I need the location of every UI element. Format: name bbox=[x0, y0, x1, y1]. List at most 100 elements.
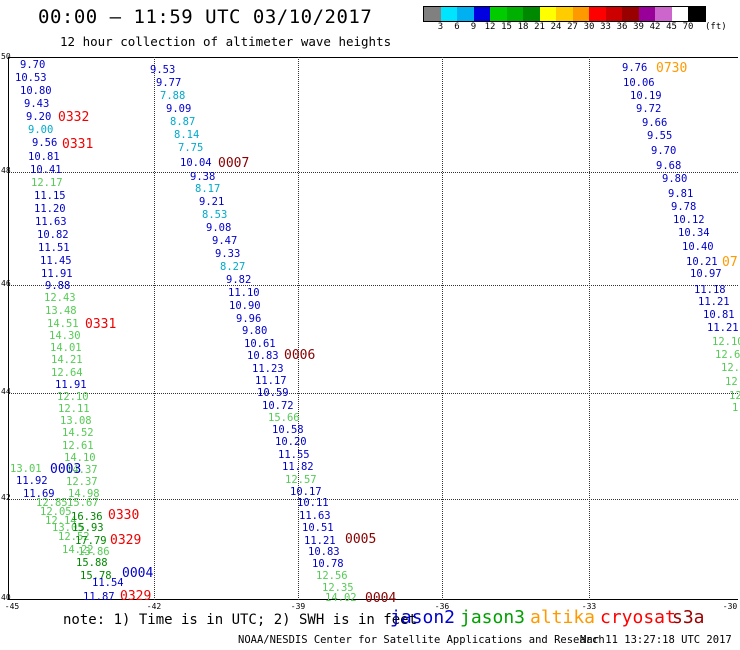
swh-value: 9.43 bbox=[24, 98, 50, 110]
colorbar-swatch bbox=[671, 7, 688, 21]
colorbar-tick-label: 21 bbox=[534, 22, 545, 32]
swh-value: 8.87 bbox=[170, 116, 196, 128]
colorbar-swatch bbox=[572, 7, 589, 21]
swh-value: 9.96 bbox=[236, 313, 262, 325]
swh-value: 14.51 bbox=[47, 318, 79, 330]
colorbar-swatch bbox=[638, 7, 655, 21]
swh-value: 14.01 bbox=[50, 342, 82, 354]
parallel-line bbox=[8, 285, 738, 286]
swh-value: 15.93 bbox=[72, 522, 104, 534]
swh-value: 10.53 bbox=[15, 72, 47, 84]
pass-time-label: 0004 bbox=[122, 566, 154, 581]
colorbar-tick-label: 42 bbox=[649, 22, 661, 32]
swh-value: 9.80 bbox=[242, 325, 268, 337]
swh-value: 9.53 bbox=[150, 64, 176, 76]
swh-value: 14.10 bbox=[64, 452, 96, 464]
swh-value: 13.05 bbox=[52, 522, 84, 534]
swh-value: 9.68 bbox=[656, 160, 682, 172]
swh-value: 9.66 bbox=[642, 117, 668, 129]
swh-value: 14.98 bbox=[68, 488, 100, 500]
swh-value: 9.72 bbox=[636, 103, 662, 115]
meridian-line bbox=[442, 57, 443, 600]
credit-line: NOAA/NESDIS Center for Satellite Applica… bbox=[238, 634, 605, 646]
swh-value: 11.21 bbox=[707, 322, 739, 334]
legend-jason2: jason2 bbox=[390, 607, 456, 628]
swh-value: 14.37 bbox=[66, 464, 98, 476]
pass-time-label: 0006 bbox=[284, 348, 316, 363]
pass-time-label: 07 bbox=[722, 255, 738, 270]
swh-value: 10.41 bbox=[30, 164, 62, 176]
swh-value: 12.05 bbox=[40, 506, 72, 518]
swh-value: 10.58 bbox=[272, 424, 304, 436]
colorbar-tick-label: 27 bbox=[567, 22, 578, 32]
swh-value: 1 bbox=[732, 402, 739, 414]
swh-value: 9.82 bbox=[226, 274, 252, 286]
meridian-line bbox=[154, 57, 155, 600]
swh-value: 12.6 bbox=[715, 349, 740, 361]
lat-label-50: 50 bbox=[1, 52, 11, 61]
swh-value: 11.23 bbox=[252, 363, 284, 375]
swh-value: 12.43 bbox=[44, 292, 76, 304]
lat-label-46: 46 bbox=[1, 279, 11, 288]
swh-value: 9.55 bbox=[647, 130, 673, 142]
swh-value: 8.14 bbox=[174, 129, 200, 141]
colorbar-swatch bbox=[688, 7, 705, 21]
swh-value: 12.17 bbox=[31, 177, 63, 189]
swh-value: 11.10 bbox=[228, 287, 260, 299]
swh-value: 10.90 bbox=[229, 300, 261, 312]
colorbar-swatch bbox=[622, 7, 639, 21]
swh-value: 10.21 bbox=[686, 256, 718, 268]
colorbar-swatch bbox=[473, 7, 490, 21]
swh-value: 10.06 bbox=[623, 77, 655, 89]
lon-label-30: -30 bbox=[722, 602, 738, 611]
swh-value: 14.22 bbox=[62, 544, 94, 556]
swh-value: 10.40 bbox=[682, 241, 714, 253]
pass-time-label: 0332 bbox=[58, 110, 90, 125]
swh-value: 9.09 bbox=[166, 103, 192, 115]
colorbar-swatch bbox=[539, 7, 556, 21]
swh-value: 11.20 bbox=[34, 203, 66, 215]
swh-value: 11.15 bbox=[34, 190, 66, 202]
swh-value: 12.56 bbox=[316, 570, 348, 582]
swh-value: 13.01 bbox=[10, 463, 42, 475]
colorbar-tick-label: 70 bbox=[682, 22, 694, 32]
swh-value: 11.63 bbox=[35, 216, 67, 228]
colorbar-unit: (ft) bbox=[705, 22, 727, 32]
lon-label-39: -39 bbox=[290, 602, 306, 611]
swh-value: 12.11 bbox=[58, 403, 90, 415]
colorbar-tick-label: 36 bbox=[616, 22, 628, 32]
colorbar-tick-label: 9 bbox=[470, 22, 477, 32]
swh-value: 10.51 bbox=[302, 522, 334, 534]
parallel-line bbox=[8, 499, 738, 500]
swh-value: 10.19 bbox=[630, 90, 662, 102]
swh-value: 9.81 bbox=[668, 188, 694, 200]
swh-value: 11.91 bbox=[41, 268, 73, 280]
swh-value: 9.47 bbox=[212, 235, 238, 247]
colorbar-tick-label: 33 bbox=[600, 22, 611, 32]
colorbar-swatch bbox=[605, 7, 622, 21]
swh-value: 12.14 bbox=[45, 515, 77, 527]
swh-value: 11.55 bbox=[278, 449, 310, 461]
swh-value: 15.66 bbox=[268, 412, 300, 424]
swh-value: 9.77 bbox=[156, 77, 182, 89]
lat-label-48: 48 bbox=[1, 166, 11, 175]
swh-value: 11.51 bbox=[38, 242, 70, 254]
swh-value: 13.08 bbox=[60, 415, 92, 427]
swh-value: 13.48 bbox=[45, 305, 77, 317]
map-title: 00:00 – 11:59 UTC 03/10/2017 bbox=[38, 6, 373, 28]
swh-value: 9.20 bbox=[26, 111, 52, 123]
swh-value: 11.54 bbox=[92, 577, 124, 589]
swh-value: 9.08 bbox=[206, 222, 232, 234]
colorbar-swatch bbox=[457, 7, 474, 21]
colorbar-swatch bbox=[556, 7, 573, 21]
swh-value: 11.21 bbox=[698, 296, 730, 308]
swh-value: 9.21 bbox=[199, 196, 225, 208]
swh-value: 12.37 bbox=[66, 476, 98, 488]
swh-value: 11.92 bbox=[16, 475, 48, 487]
lat-label-40: 40 bbox=[1, 593, 11, 602]
colorbar-swatch bbox=[523, 7, 540, 21]
legend-s3a: s3a bbox=[672, 607, 705, 628]
swh-value: 14.30 bbox=[49, 330, 81, 342]
swh-value: 16.36 bbox=[71, 511, 103, 523]
swh-value: 9.38 bbox=[190, 171, 216, 183]
